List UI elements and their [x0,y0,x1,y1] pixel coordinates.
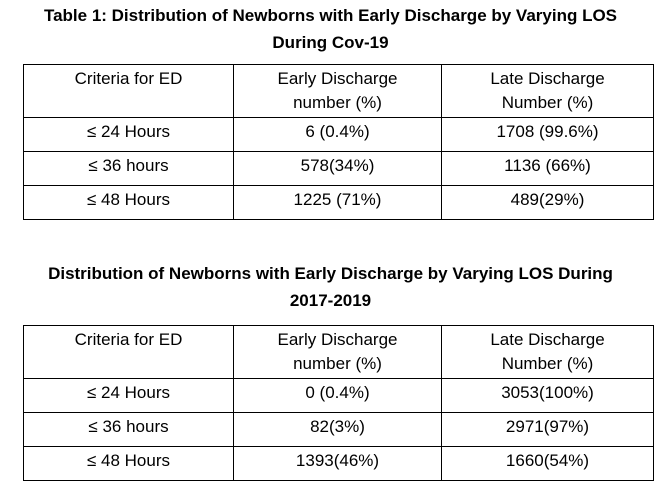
table2-header-row: Criteria for ED Early Discharge number (%… [23,325,654,379]
table2-row2-late: 2971(97%) [441,412,654,447]
table1-row2-criteria: ≤ 36 hours [23,151,234,186]
table1-row3-criteria: ≤ 48 Hours [23,185,234,220]
table2-row3-criteria: ≤ 48 Hours [23,446,234,481]
table1-title-line1: Table 1: Distribution of Newborns with E… [43,6,618,25]
table1: Criteria for ED Early Discharge number (%… [23,64,654,220]
table1-header-row: Criteria for ED Early Discharge number (%… [23,64,654,118]
table2-row3-early: 1393(46%) [233,446,442,481]
table2-row1-criteria: ≤ 24 Hours [23,378,234,413]
table2: Criteria for ED Early Discharge number (%… [23,325,654,481]
table2-row2-early: 82(3%) [233,412,442,447]
table-row: ≤ 24 Hours 6 (0.4%) 1708 (99.6%) [23,117,654,152]
table2-title-line2: 2017-2019 [289,291,372,310]
table1-row1-late: 1708 (99.6%) [441,117,654,152]
table1-header-early: Early Discharge number (%) [233,64,442,118]
table1-row2-early: 578(34%) [233,151,442,186]
table-row: ≤ 36 hours 82(3%) 2971(97%) [23,412,654,447]
table2-row3-late: 1660(54%) [441,446,654,481]
table2-row1-late: 3053(100%) [441,378,654,413]
table1-row1-criteria: ≤ 24 Hours [23,117,234,152]
table1-header-criteria: Criteria for ED [23,64,234,118]
table2-header-early: Early Discharge number (%) [233,325,442,379]
table2-title: Distribution of Newborns with Early Disc… [0,260,661,314]
table2-header-criteria: Criteria for ED [23,325,234,379]
table-row: ≤ 24 Hours 0 (0.4%) 3053(100%) [23,378,654,413]
table2-row2-criteria: ≤ 36 hours [23,412,234,447]
table1-header-late: Late Discharge Number (%) [441,64,654,118]
table1-title: Table 1: Distribution of Newborns with E… [0,2,661,56]
table1-title-line2: During Cov-19 [272,33,389,52]
table1-row1-early: 6 (0.4%) [233,117,442,152]
table-row: ≤ 48 Hours 1393(46%) 1660(54%) [23,446,654,481]
table2-header-late: Late Discharge Number (%) [441,325,654,379]
table-row: ≤ 36 hours 578(34%) 1136 (66%) [23,151,654,186]
table1-row2-late: 1136 (66%) [441,151,654,186]
table2-title-line1: Distribution of Newborns with Early Disc… [48,264,613,283]
table2-row1-early: 0 (0.4%) [233,378,442,413]
table1-row3-early: 1225 (71%) [233,185,442,220]
table1-row3-late: 489(29%) [441,185,654,220]
table-row: ≤ 48 Hours 1225 (71%) 489(29%) [23,185,654,220]
